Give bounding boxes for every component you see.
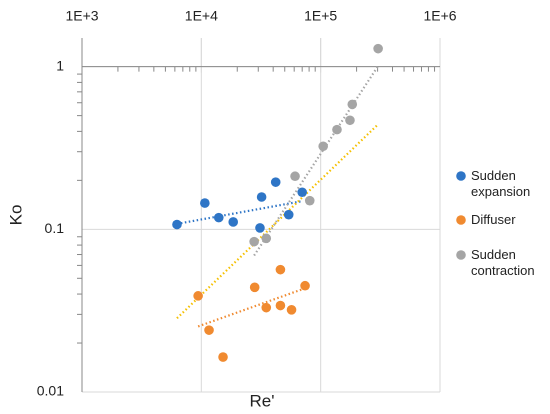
point <box>275 300 286 311</box>
x-tick-label: 1E+4 <box>185 8 218 24</box>
point <box>261 233 272 244</box>
point <box>345 115 355 126</box>
y-axis-label: Ko <box>6 205 25 226</box>
point <box>218 352 228 362</box>
x-axis-label: Re' <box>250 391 275 410</box>
point <box>275 264 286 275</box>
y-tick-label: 0.01 <box>37 383 64 399</box>
point <box>304 195 315 206</box>
y-tick-label: 1 <box>56 57 64 73</box>
point <box>270 177 281 187</box>
trendline <box>253 65 380 257</box>
point <box>249 282 260 293</box>
point <box>249 236 259 247</box>
trendline <box>176 200 303 225</box>
legend-label: Sudden expansion <box>471 168 531 199</box>
legend-marker <box>456 215 466 225</box>
x-tick-label: 1E+3 <box>65 8 98 24</box>
point <box>297 187 307 198</box>
point <box>256 192 267 202</box>
point <box>200 198 210 208</box>
point <box>283 209 294 220</box>
legend-marker <box>456 171 466 181</box>
point <box>228 217 239 227</box>
point <box>373 43 383 54</box>
point <box>172 219 182 230</box>
legend-marker <box>456 250 466 260</box>
point <box>318 141 328 152</box>
point <box>255 223 265 233</box>
trendline <box>197 286 309 328</box>
point <box>347 99 358 110</box>
point <box>286 305 297 315</box>
point <box>193 291 203 301</box>
point <box>204 325 214 335</box>
legend-label: Sudden contraction <box>471 247 535 278</box>
trendline <box>176 123 379 320</box>
legend-label: Diffuser <box>471 212 516 227</box>
point <box>290 171 300 182</box>
y-tick-label: 0.1 <box>45 220 65 236</box>
point <box>213 212 224 223</box>
x-tick-label: 1E+5 <box>304 8 337 24</box>
point <box>332 124 342 135</box>
x-tick-label: 1E+6 <box>423 8 456 24</box>
point <box>300 280 310 291</box>
point <box>261 302 272 313</box>
